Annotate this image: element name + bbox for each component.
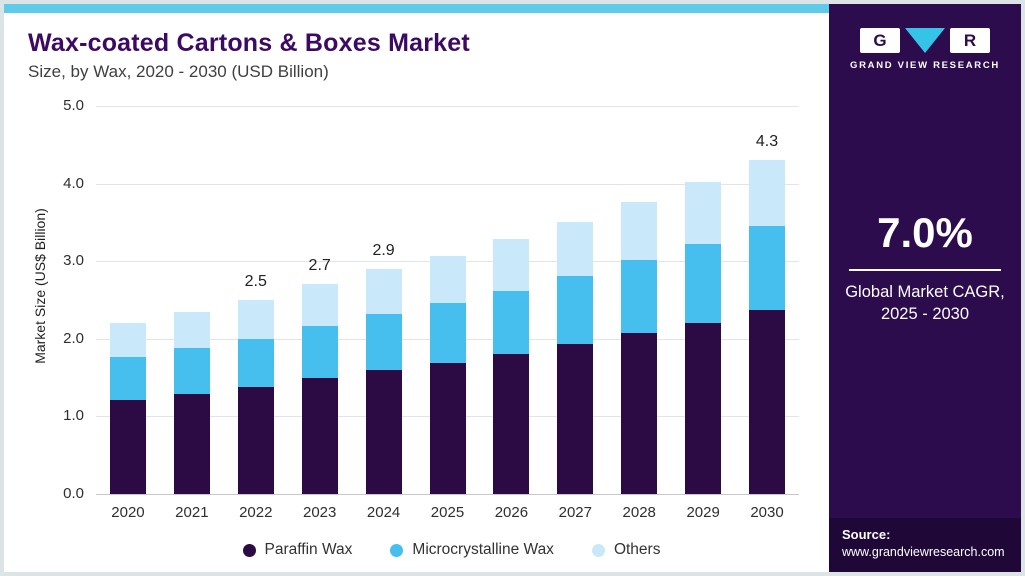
- page-title: Wax-coated Cartons & Boxes Market: [28, 29, 470, 57]
- bar-segment-microcrystalline-wax-2027: [557, 275, 594, 345]
- source-block: Source: www.grandviewresearch.com: [829, 518, 1021, 572]
- legend-marker-icon: [242, 543, 256, 557]
- legend-marker-icon: [390, 543, 404, 557]
- legend-item-others: Others: [591, 541, 661, 559]
- logo-v-triangle-icon: [904, 28, 945, 53]
- legend-item-paraffin-wax: Paraffin Wax: [242, 541, 353, 559]
- bar-segment-paraffin-wax-2026: [493, 354, 530, 494]
- y-tick-label: 5.0: [63, 97, 84, 114]
- x-tick-label: 2021: [175, 504, 209, 521]
- bar-segment-paraffin-wax-2030: [749, 310, 786, 494]
- x-tick-label: 2023: [302, 504, 337, 521]
- x-tick-label: 2026: [494, 504, 529, 521]
- bar-segment-microcrystalline-wax-2026: [493, 290, 530, 355]
- x-tick-label: 2028: [622, 504, 656, 521]
- accent-strip: [4, 4, 829, 13]
- bar-total-label-2024: 2.9: [372, 241, 395, 259]
- bar-segment-paraffin-wax-2024: [365, 369, 402, 494]
- bar-segment-paraffin-wax-2028: [621, 333, 658, 494]
- cagr-label: Global Market CAGR, 2025 - 2030: [829, 281, 1021, 326]
- x-tick-label: 2030: [750, 504, 784, 521]
- x-tick-label: 2025: [430, 504, 465, 521]
- logo-g-icon: G: [859, 28, 900, 53]
- bar-segment-paraffin-wax-2025: [429, 362, 466, 494]
- page-subtitle: Size, by Wax, 2020 - 2030 (USD Billion): [28, 62, 329, 81]
- bar-segment-paraffin-wax-2022: [237, 386, 274, 494]
- bar-segment-microcrystalline-wax-2020: [109, 357, 146, 401]
- x-tick-label: 2024: [366, 504, 401, 521]
- source-label: Source:: [842, 527, 891, 542]
- bar-segment-paraffin-wax-2023: [301, 378, 338, 494]
- bar-segment-others-2027: [557, 221, 594, 276]
- bar-segment-microcrystalline-wax-2028: [621, 260, 658, 334]
- bar-segment-paraffin-wax-2021: [173, 393, 210, 494]
- bar-segment-others-2023: [301, 284, 338, 327]
- cagr-label-line2: 2025 - 2030: [880, 305, 970, 324]
- x-tick-label: 2027: [558, 504, 592, 521]
- legend-label: Paraffin Wax: [264, 541, 353, 558]
- bar-segment-others-2026: [493, 239, 530, 291]
- y-tick-label: 2.0: [63, 329, 84, 347]
- chart-card: Wax-coated Cartons & Boxes Market Size, …: [4, 13, 829, 572]
- bar-segment-microcrystalline-wax-2030: [749, 226, 786, 311]
- chart-panel: Wax-coated Cartons & Boxes Market Size, …: [4, 4, 829, 572]
- bar-segment-others-2030: [749, 160, 786, 227]
- gridline-0.0: [96, 494, 799, 495]
- source-url: www.grandviewresearch.com: [842, 545, 1005, 559]
- bar-segment-paraffin-wax-2027: [557, 344, 594, 494]
- logo-r-icon: R: [949, 28, 990, 53]
- x-tick-label: 2020: [111, 504, 145, 521]
- grandview-logo: G R GRAND VIEW RESEARCH: [850, 28, 1000, 71]
- y-tick-label: 0.0: [63, 485, 84, 502]
- x-tick-label: 2029: [686, 504, 720, 521]
- bar-segment-others-2029: [685, 182, 722, 245]
- bar-segment-paraffin-wax-2020: [109, 400, 146, 494]
- bar-segment-microcrystalline-wax-2029: [685, 244, 722, 323]
- y-tick-label: 3.0: [63, 252, 84, 270]
- legend-label: Others: [613, 541, 661, 558]
- legend-label: Microcrystalline Wax: [412, 541, 554, 558]
- chart-header: Wax-coated Cartons & Boxes Market Size, …: [4, 13, 829, 86]
- bar-total-label-2022: 2.5: [244, 273, 267, 290]
- bar-segment-others-2024: [365, 268, 402, 314]
- y-tick-label: 1.0: [63, 407, 84, 425]
- bar-segment-microcrystalline-wax-2023: [301, 326, 338, 379]
- bar-segment-others-2021: [173, 311, 210, 349]
- cagr-label-line1: Global Market CAGR,: [845, 283, 1005, 301]
- brand-name: GRAND VIEW RESEARCH: [849, 60, 1000, 71]
- bar-segment-microcrystalline-wax-2025: [429, 303, 466, 363]
- bar-total-label-2023: 2.7: [308, 257, 331, 275]
- logo-glyphs: G R: [850, 28, 1000, 53]
- bar-segment-microcrystalline-wax-2021: [173, 348, 210, 394]
- x-tick-label: 2022: [239, 504, 273, 521]
- legend-marker-icon: [591, 543, 605, 557]
- gridline-4.0: [96, 183, 799, 185]
- bar-total-label-2030: 4.3: [755, 133, 779, 151]
- sidebar: G R GRAND VIEW RESEARCH 7.0% Global Mark…: [829, 4, 1021, 572]
- bar-segment-others-2022: [237, 300, 274, 339]
- bar-segment-others-2020: [109, 323, 146, 358]
- chart-legend: Paraffin Wax Microcrystalline Wax Others: [4, 528, 829, 572]
- bar-segment-microcrystalline-wax-2024: [365, 313, 402, 370]
- legend-item-microcrystalline-wax: Microcrystalline Wax: [390, 541, 554, 559]
- bar-segment-others-2028: [621, 202, 658, 261]
- y-tick-label: 4.0: [63, 174, 84, 192]
- cagr-value: 7.0%: [849, 209, 1001, 271]
- cagr-block: 7.0% Global Market CAGR, 2025 - 2030: [829, 209, 1021, 326]
- bar-segment-microcrystalline-wax-2022: [237, 338, 274, 387]
- bar-segment-others-2025: [429, 255, 466, 304]
- bar-segment-paraffin-wax-2029: [685, 322, 722, 494]
- gridline-5.0: [96, 106, 799, 107]
- stacked-bar-chart: Market Size (US$ Billion) 0.0 1.0 2.0 3.0 4.…: [8, 88, 825, 528]
